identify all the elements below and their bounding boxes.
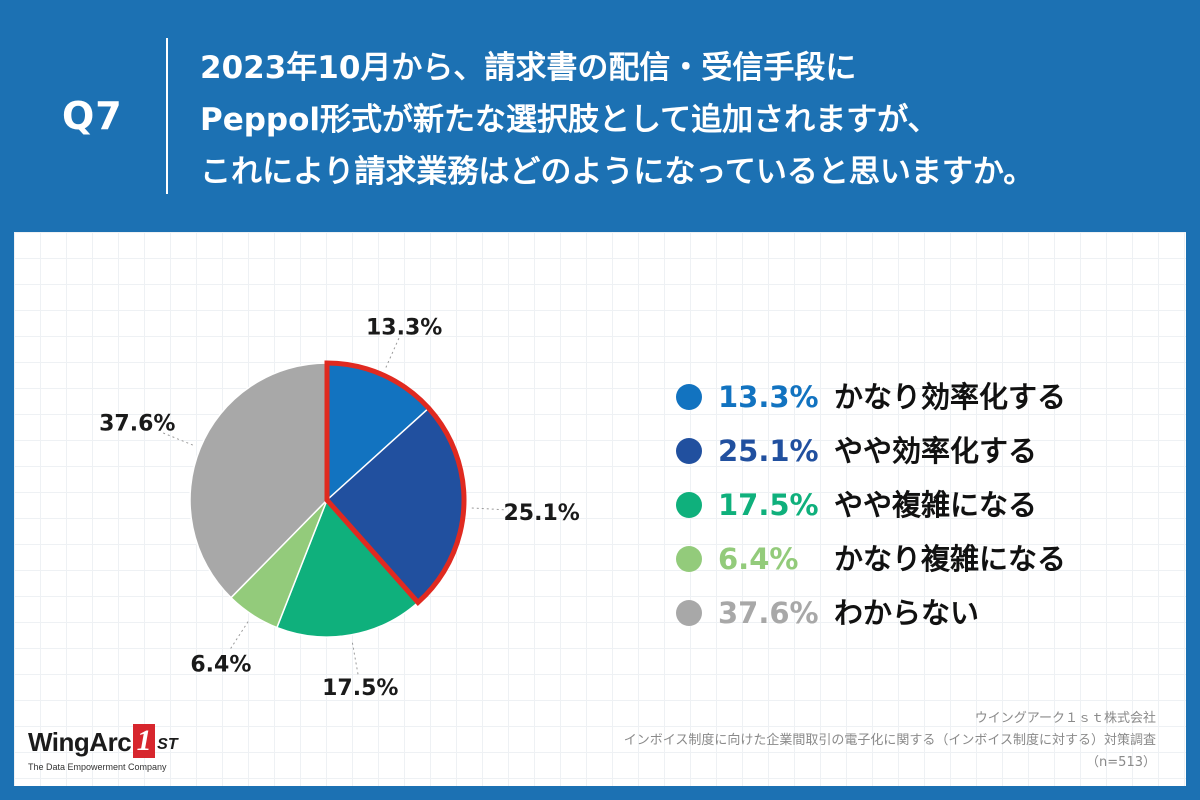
slice-label: 37.6% [99,411,175,436]
legend-label: かなり複雑になる [834,542,1067,576]
leader-line [162,432,193,446]
leader-line [230,621,249,649]
legend-label: わからない [834,596,980,630]
leader-line [471,507,504,511]
legend-dot [676,384,702,410]
legend-label: やや複雑になる [834,488,1038,522]
logo-wordmark: WingArc [28,727,132,757]
legend-percent: 6.4% [718,542,799,576]
legend-dot [676,600,702,626]
question-number: Q7 [62,94,123,138]
leader-line [385,338,400,368]
legend-dot [676,438,702,464]
slice-label: 13.3% [366,315,442,340]
legend-label: かなり効率化する [834,380,1067,414]
legend-percent: 37.6% [718,596,819,630]
header-banner: Q7 2023年10月から、請求書の配信・受信手段に Peppol形式が新たな選… [0,0,1200,232]
question-line: Peppol形式が新たな選択肢として追加されますが、 [200,102,939,138]
slice-label: 6.4% [190,653,251,678]
legend-percent: 13.3% [718,380,819,414]
source-company: ウイングアーク１ｓｔ株式会社 [974,711,1156,726]
source-note: ウイングアーク１ｓｔ株式会社 インボイス制度に向けた企業間取引の電子化に関する（… [624,708,1156,774]
logo-badge: 1 [133,724,156,758]
source-sample: （n=513） [1086,755,1156,770]
legend-dot [676,492,702,518]
pie-slice [189,362,328,599]
legend-dot [676,546,702,572]
legend-label: やや効率化する [834,434,1038,468]
slice-label: 25.1% [504,501,580,526]
leader-line [351,642,359,675]
company-logo: WingArc 1 ST The Data Empowerment Compan… [28,724,178,772]
pie-slice [275,498,420,638]
legend-percent: 25.1% [718,434,819,468]
question-text: 2023年10月から、請求書の配信・受信手段に Peppol形式が新たな選択肢と… [200,42,1180,198]
slice-label: 17.5% [322,676,398,701]
question-line: 2023年10月から、請求書の配信・受信手段に [200,50,857,86]
legend-percent: 17.5% [718,488,819,522]
source-survey: インボイス制度に向けた企業間取引の電子化に関する（インボイス制度に対する）対策調… [623,733,1156,748]
header-divider [166,38,168,194]
logo-tagline: The Data Empowerment Company [28,762,167,772]
highlight-outline [324,360,467,606]
logo-suffix: ST [157,736,178,753]
question-line: これにより請求業務はどのようになっていると思いますか。 [200,154,1035,190]
